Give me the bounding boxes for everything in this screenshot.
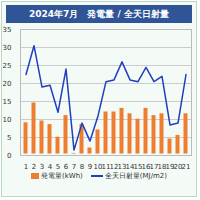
svg-text:9: 9 [88, 163, 92, 169]
svg-text:5: 5 [7, 134, 11, 142]
svg-text:1: 1 [24, 163, 28, 169]
html-text:全天日射量(MJ/m2): 全天日射量(MJ/m2) [104, 172, 167, 180]
svg-text:30: 30 [3, 44, 12, 52]
svg-text:25: 25 [3, 62, 12, 70]
svg-text:20: 20 [3, 80, 12, 88]
svg-text:10: 10 [3, 116, 12, 124]
svg-text:2: 2 [32, 163, 36, 169]
svg-text:35: 35 [3, 26, 12, 34]
svg-text:4: 4 [48, 163, 53, 169]
svg-text:15: 15 [3, 98, 12, 106]
svg-text:21: 21 [182, 163, 191, 169]
svg-text:6: 6 [64, 163, 69, 169]
html-text:発電量(kWh): 発電量(kWh) [41, 172, 83, 180]
svg-text:7: 7 [72, 163, 76, 169]
svg-text:0: 0 [7, 152, 11, 160]
svg-text:8: 8 [80, 163, 84, 169]
svg-text:5: 5 [56, 163, 60, 169]
svg-text:3: 3 [40, 163, 44, 169]
html-text:2024年7月 発電量 / 全天日射量: 2024年7月 発電量 / 全天日射量 [29, 9, 169, 19]
